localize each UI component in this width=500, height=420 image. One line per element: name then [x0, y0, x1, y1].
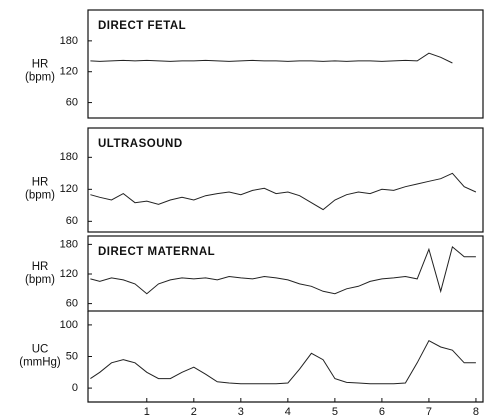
trace: [90, 52, 453, 64]
y-tick-label: 60: [66, 96, 78, 108]
y-tick-label: 180: [60, 35, 78, 47]
x-tick-label: 6: [379, 406, 385, 418]
x-tick-label: 7: [426, 406, 432, 418]
y-axis-label: (bpm): [25, 189, 55, 201]
x-tick-label: 3: [238, 406, 244, 418]
y-axis-label: (mmHg): [19, 357, 61, 369]
y-tick-label: 0: [72, 382, 78, 394]
y-axis-label: HR: [32, 176, 49, 188]
trace: [90, 172, 477, 211]
y-axis-label: UC: [32, 344, 49, 356]
y-axis-label: HR: [32, 261, 49, 273]
panel-frame: [87, 311, 484, 403]
y-tick-label: 180: [60, 238, 78, 250]
trace: [90, 246, 476, 295]
y-axis-label: (bpm): [25, 72, 55, 84]
panel-title: ULTRASOUND: [98, 138, 183, 150]
trace: [90, 340, 476, 385]
x-tick-label: 8: [473, 406, 479, 418]
y-tick-label: 60: [66, 215, 78, 227]
y-tick-label: 180: [60, 151, 78, 163]
y-tick-label: 120: [60, 183, 78, 195]
y-tick-label: 50: [66, 350, 78, 362]
panel-title: DIRECT MATERNAL: [98, 246, 215, 258]
x-tick-label: 2: [191, 406, 197, 418]
panel-frame: [87, 127, 484, 233]
y-tick-label: 120: [60, 268, 78, 280]
y-axis-label: (bpm): [25, 274, 55, 286]
panel-frame: [87, 9, 484, 119]
y-axis-label: HR: [32, 59, 49, 71]
y-tick-label: 60: [66, 298, 78, 310]
panel-title: DIRECT FETAL: [98, 20, 186, 32]
x-tick-label: 1: [144, 406, 150, 418]
y-tick-label: 100: [60, 319, 78, 331]
y-tick-label: 120: [60, 66, 78, 78]
x-tick-label: 5: [332, 406, 338, 418]
x-tick-label: 4: [285, 406, 291, 418]
